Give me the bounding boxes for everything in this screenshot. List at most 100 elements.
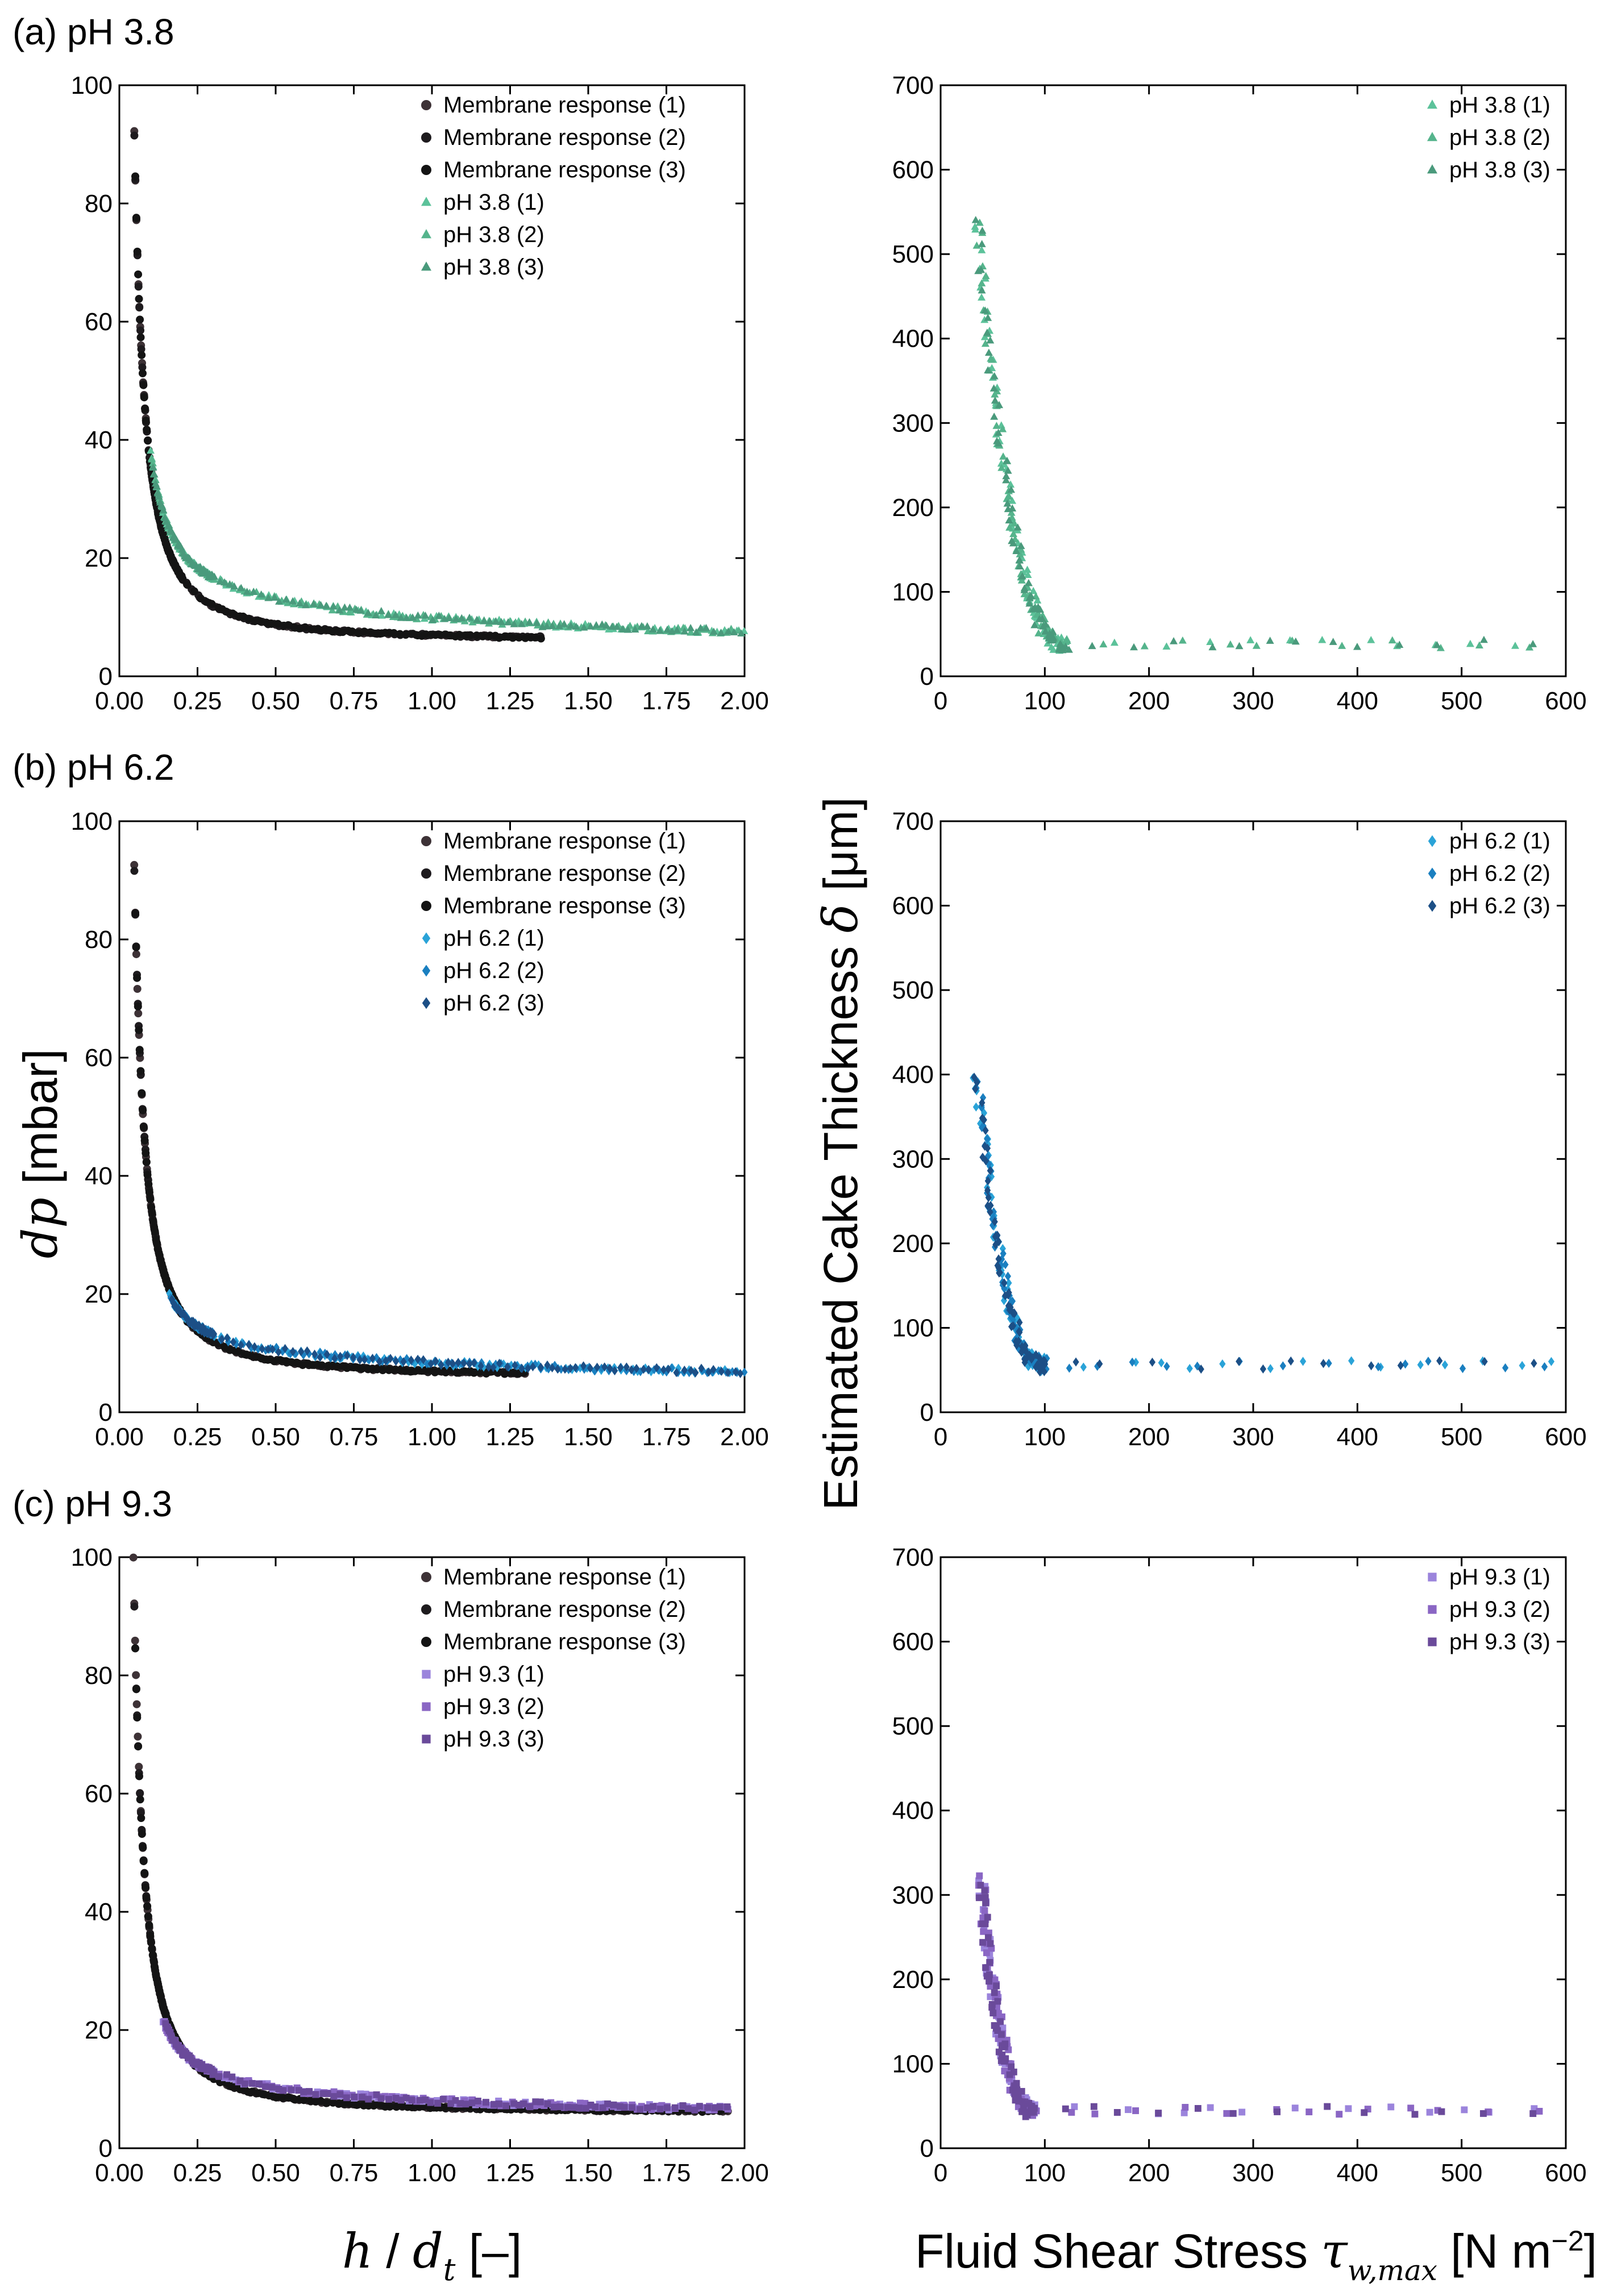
membrane-point [137, 1814, 145, 1823]
legend-entry: pH 6.2 (1) [443, 926, 544, 951]
sample-point [372, 611, 380, 619]
thickness-point [1002, 476, 1011, 484]
sample-point [414, 611, 422, 619]
thickness-point [1004, 1271, 1012, 1281]
y-tick-label: 0 [920, 663, 934, 691]
legend-marker [421, 229, 431, 239]
thickness-point [1266, 637, 1274, 644]
sample-point [604, 2100, 611, 2107]
thickness-point [971, 225, 980, 233]
x-tick-label: 0.50 [251, 687, 300, 715]
thickness-point [1030, 621, 1039, 629]
x-tick-label: 1.25 [486, 687, 535, 715]
sample-point [679, 2102, 687, 2109]
sample-point [215, 2073, 223, 2080]
thickness-point [1000, 1249, 1007, 1258]
legend-entry: Membrane response (1) [443, 1565, 686, 1590]
membrane-point [132, 943, 140, 951]
sample-point [248, 1343, 255, 1353]
membrane-point [360, 627, 368, 636]
thickness-point [1441, 1360, 1449, 1370]
thickness-point [978, 293, 986, 301]
sample-point [210, 1329, 218, 1339]
x-tick-label: 0.00 [95, 2159, 144, 2187]
x-tick-label: 100 [1024, 2159, 1066, 2187]
membrane-point [132, 214, 140, 222]
membrane-point [142, 1158, 151, 1166]
thickness-point [997, 459, 1005, 467]
sample-point [692, 628, 700, 636]
thickness-point [1178, 636, 1187, 644]
sample-point [671, 2104, 679, 2111]
sample-point [462, 2100, 469, 2108]
thickness-point [983, 1156, 989, 1166]
thickness-point [995, 439, 1003, 447]
membrane-point [151, 1964, 159, 1972]
axes-frame [939, 1556, 1567, 2149]
thickness-point [1020, 2107, 1027, 2115]
thickness-point [1029, 605, 1037, 613]
sample-point [306, 2088, 313, 2095]
thickness-point [1007, 1303, 1014, 1312]
legend-marker [421, 1637, 431, 1647]
thickness-point [989, 1220, 996, 1230]
thickness-point [1194, 1361, 1201, 1371]
sample-point [466, 1359, 473, 1369]
membrane-point [244, 614, 253, 623]
thickness-point [1541, 1362, 1548, 1371]
thickness-point [1536, 2107, 1543, 2115]
thickness-point [1387, 2103, 1395, 2111]
sample-point [640, 1365, 647, 1374]
membrane-point [270, 1357, 278, 1366]
thickness-point [1049, 636, 1057, 644]
sample-point [248, 2079, 256, 2087]
legend-marker [421, 868, 431, 879]
sample-point [687, 628, 695, 636]
y-tick-label: 40 [85, 1898, 113, 1926]
sample-point [623, 625, 632, 633]
legend-marker [421, 132, 431, 143]
sample-point [510, 2100, 518, 2107]
thickness-point [1033, 1362, 1040, 1372]
y-tick-label: 400 [892, 1061, 934, 1089]
y-tick-label: 60 [85, 308, 113, 336]
membrane-point [301, 623, 309, 631]
membrane-point [142, 417, 150, 425]
x-tick-label: 0.25 [173, 687, 222, 715]
thickness-point [997, 2018, 1004, 2025]
sample-point [471, 1358, 477, 1368]
sample-point [393, 1357, 400, 1366]
sample-point [210, 2068, 218, 2075]
sample-point [296, 599, 304, 607]
sample-point [602, 621, 611, 629]
thickness-point [1113, 2109, 1121, 2116]
sample-point [696, 624, 705, 631]
legend-marker [1428, 1605, 1437, 1614]
thickness-point [987, 1201, 994, 1211]
thickness-point [1017, 576, 1026, 584]
sample-point [485, 617, 494, 625]
x-tick-label: 0.00 [95, 687, 144, 715]
x-tick-label: 600 [1545, 687, 1586, 715]
sample-point [717, 629, 725, 636]
legend-entry: Membrane response (2) [443, 861, 686, 886]
sample-point [369, 1354, 376, 1363]
thickness-point [975, 218, 984, 226]
sample-point [567, 622, 575, 629]
thickness-point [1407, 2104, 1415, 2112]
thickness-point [982, 272, 990, 280]
thickness-point [976, 1872, 983, 1879]
thickness-point [983, 1949, 990, 1956]
membrane-point [272, 2093, 280, 2102]
membrane-point [129, 1553, 138, 1562]
thickness-point [1010, 2068, 1017, 2075]
thickness-point [1158, 1358, 1165, 1367]
membrane-point [131, 1636, 139, 1645]
sample-point [377, 2095, 385, 2102]
membrane-point [348, 627, 356, 636]
thickness-point [1033, 596, 1042, 604]
thickness-point [1206, 638, 1215, 646]
sample-point [631, 625, 639, 633]
thickness-point [972, 1102, 979, 1112]
sample-point [530, 2102, 538, 2110]
